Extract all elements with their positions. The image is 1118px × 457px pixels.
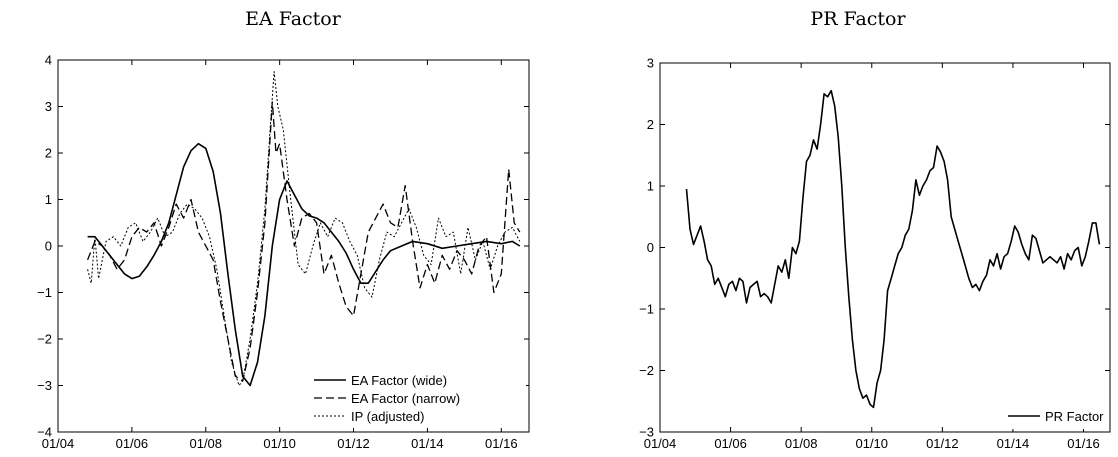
x-tick-label: 01/08 bbox=[189, 436, 222, 451]
y-tick-label: −2 bbox=[639, 363, 654, 378]
legend-label-ea-narrow: EA Factor (narrow) bbox=[351, 391, 460, 406]
y-tick-label: 1 bbox=[45, 192, 52, 207]
x-tick-label: 01/06 bbox=[714, 436, 747, 451]
x-tick-label: 01/04 bbox=[644, 436, 677, 451]
y-tick-label: 3 bbox=[45, 99, 52, 114]
series-line-ea-factor-wide bbox=[87, 142, 521, 387]
legend-label-ea-wide: EA Factor (wide) bbox=[351, 373, 447, 388]
y-tick-label: 2 bbox=[45, 146, 52, 161]
y-tick-label: 2 bbox=[647, 117, 654, 132]
plot-frame bbox=[659, 62, 1111, 433]
x-tick-label: 01/08 bbox=[785, 436, 818, 451]
y-tick-label: −4 bbox=[37, 425, 52, 440]
ea-factor-chart: EA Factor −4 −3 −2 −1 0 1 2 3 4 01/04 01/06 01/08 01… bbox=[37, 8, 530, 451]
series-line-pr-factor bbox=[685, 89, 1101, 409]
x-tick-label: 01/06 bbox=[116, 436, 149, 451]
x-tick-label: 01/10 bbox=[855, 436, 888, 451]
x-tick-label: 01/12 bbox=[337, 436, 370, 451]
y-tick-label: −3 bbox=[639, 425, 654, 440]
y-tick-label: −2 bbox=[37, 332, 52, 347]
x-tick-label: 01/04 bbox=[42, 436, 75, 451]
y-tick-label: 4 bbox=[45, 53, 52, 68]
x-tick-label: 01/16 bbox=[1067, 436, 1100, 451]
y-tick-label: −1 bbox=[639, 302, 654, 317]
x-tick-label: 01/14 bbox=[411, 436, 444, 451]
y-tick-label: 3 bbox=[647, 56, 654, 71]
y-tick-label: −1 bbox=[37, 285, 52, 300]
legend-label-ip-adjusted: IP (adjusted) bbox=[351, 409, 424, 424]
chart-title: PR Factor bbox=[810, 8, 906, 30]
series-line-ea-factor-narrow bbox=[86, 101, 521, 382]
series-line-ip-adjusted bbox=[87, 71, 521, 386]
y-tick-label: −3 bbox=[37, 378, 52, 393]
y-tick-label: 0 bbox=[647, 240, 654, 255]
y-tick-label: 1 bbox=[647, 179, 654, 194]
pr-factor-chart: PR Factor −3 −2 −1 0 1 2 3 01/04 01/06 01/08 01/10… bbox=[639, 8, 1111, 451]
legend: EA Factor (wide) EA Factor (narrow) IP (… bbox=[308, 368, 526, 428]
legend: PR Factor bbox=[1002, 404, 1108, 429]
x-tick-label: 01/12 bbox=[926, 436, 959, 451]
y-tick-label: 0 bbox=[45, 239, 52, 254]
x-tick-label: 01/16 bbox=[485, 436, 518, 451]
legend-label-pr-factor: PR Factor bbox=[1045, 409, 1104, 424]
x-tick-label: 01/14 bbox=[997, 436, 1030, 451]
x-tick-label: 01/10 bbox=[263, 436, 296, 451]
chart-title: EA Factor bbox=[245, 8, 342, 30]
